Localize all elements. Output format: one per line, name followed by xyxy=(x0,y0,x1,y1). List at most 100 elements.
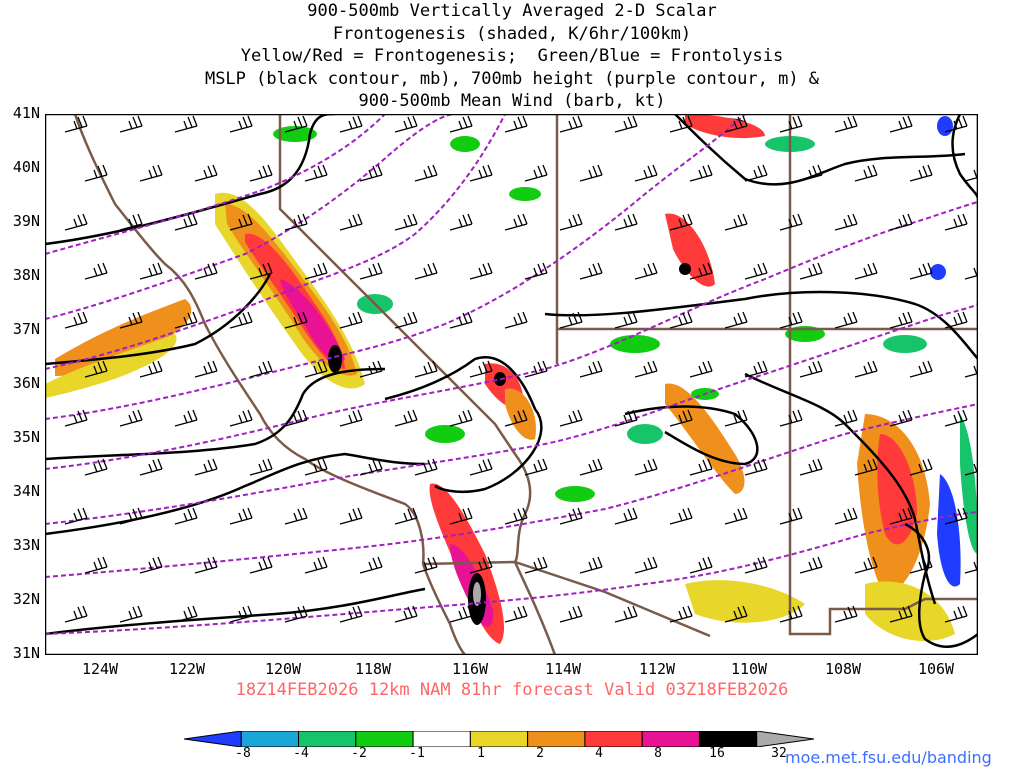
x-label-124w: 124W xyxy=(81,660,119,678)
y-label-35n: 35N xyxy=(12,428,40,446)
wind-barb xyxy=(119,409,143,427)
wind-barb xyxy=(174,115,198,133)
wind-barb xyxy=(799,164,823,182)
wind-barb xyxy=(504,409,528,427)
height-contour xyxy=(45,114,506,370)
wind-barb xyxy=(64,507,88,525)
wind-barb xyxy=(634,262,658,280)
colorbar-cell xyxy=(584,731,643,747)
wind-barb xyxy=(304,262,328,280)
wind-barb xyxy=(339,311,363,329)
wind-barb xyxy=(559,115,583,133)
height-contour xyxy=(45,114,456,320)
wind-barb xyxy=(194,360,218,378)
y-label-36n: 36N xyxy=(12,374,40,392)
wind-barb xyxy=(359,262,383,280)
x-label-120w: 120W xyxy=(264,660,302,678)
wind-barb xyxy=(229,311,253,329)
colorbar-label: 2 xyxy=(536,746,544,761)
wind-barb xyxy=(834,409,858,427)
wind-barb xyxy=(944,115,968,133)
wind-barb xyxy=(284,605,308,623)
wind-barb xyxy=(394,605,418,623)
wind-barb xyxy=(689,556,713,574)
frontolysis-blob xyxy=(450,136,480,152)
frontolysis-colorado xyxy=(930,264,946,280)
wind-barb xyxy=(174,605,198,623)
wind-barb xyxy=(614,605,638,623)
y-label-34n: 34N xyxy=(12,482,40,500)
wind-barb xyxy=(559,507,583,525)
state-borders xyxy=(73,114,978,655)
wind-barb xyxy=(394,311,418,329)
wind-barb xyxy=(579,262,603,280)
y-label-33n: 33N xyxy=(12,536,40,554)
colorbar-label: 32 xyxy=(771,746,787,761)
colorbar-cell xyxy=(756,731,814,747)
mslp-contours xyxy=(45,114,978,648)
wind-barb xyxy=(84,164,108,182)
wind-barb xyxy=(669,409,693,427)
wind-barb xyxy=(394,507,418,525)
wind-barb xyxy=(139,360,163,378)
wind-barb xyxy=(194,458,218,476)
wind-barb xyxy=(559,213,583,231)
wind-barb xyxy=(119,115,143,133)
x-label-114w: 114W xyxy=(544,660,582,678)
wind-barb xyxy=(744,164,768,182)
frontolysis-blob xyxy=(509,187,541,201)
wind-barb xyxy=(504,605,528,623)
frontolysis-blob xyxy=(425,425,465,443)
colorbar-cell xyxy=(184,731,242,747)
wind-barb xyxy=(689,458,713,476)
wind-barb xyxy=(194,556,218,574)
wind-barb xyxy=(799,458,823,476)
wind-barb xyxy=(249,164,273,182)
fgen-max-sierra xyxy=(328,345,342,373)
wind-barb xyxy=(779,213,803,231)
wind-barb xyxy=(229,409,253,427)
title-block: 900-500mb Vertically Averaged 2-D Scalar… xyxy=(0,0,1024,113)
mslp-isobar xyxy=(544,290,978,360)
wind-barb xyxy=(524,164,548,182)
x-label-106w: 106W xyxy=(917,660,955,678)
wind-barb xyxy=(669,213,693,231)
wind-barb xyxy=(889,115,913,133)
wind-barb xyxy=(579,360,603,378)
wind-barb xyxy=(469,360,493,378)
wind-barb xyxy=(634,556,658,574)
wind-barb xyxy=(414,556,438,574)
border-ca-nv xyxy=(278,114,517,455)
wind-barb xyxy=(559,311,583,329)
colorbar-label: -8 xyxy=(235,746,251,761)
credit-url[interactable]: moe.met.fsu.edu/banding xyxy=(785,748,992,767)
wind-barb xyxy=(284,115,308,133)
title-line-1: 900-500mb Vertically Averaged 2-D Scalar xyxy=(307,1,717,21)
wind-barb xyxy=(504,311,528,329)
wind-barb xyxy=(339,507,363,525)
wind-barb xyxy=(174,507,198,525)
wind-barb xyxy=(744,556,768,574)
wind-barb xyxy=(139,458,163,476)
colorbar-cell xyxy=(527,731,586,747)
wind-barb xyxy=(449,213,473,231)
wind-barb xyxy=(614,311,638,329)
wind-barb xyxy=(944,213,968,231)
wind-barb xyxy=(779,311,803,329)
wind-barb xyxy=(834,213,858,231)
frontogenesis-map xyxy=(45,114,978,655)
frontolysis-wyoming xyxy=(937,116,953,136)
wind-barb xyxy=(944,507,968,525)
wind-barb xyxy=(339,605,363,623)
wind-barb xyxy=(854,458,878,476)
x-label-112w: 112W xyxy=(638,660,676,678)
frontolysis-blob xyxy=(627,424,663,444)
wind-barb xyxy=(524,360,548,378)
wind-barb xyxy=(64,311,88,329)
wind-barb xyxy=(944,409,968,427)
mslp-isobar xyxy=(45,367,386,461)
wind-barb xyxy=(229,507,253,525)
colorbar-label: 4 xyxy=(595,746,603,761)
wind-barb xyxy=(469,556,493,574)
wind-barb xyxy=(469,262,493,280)
